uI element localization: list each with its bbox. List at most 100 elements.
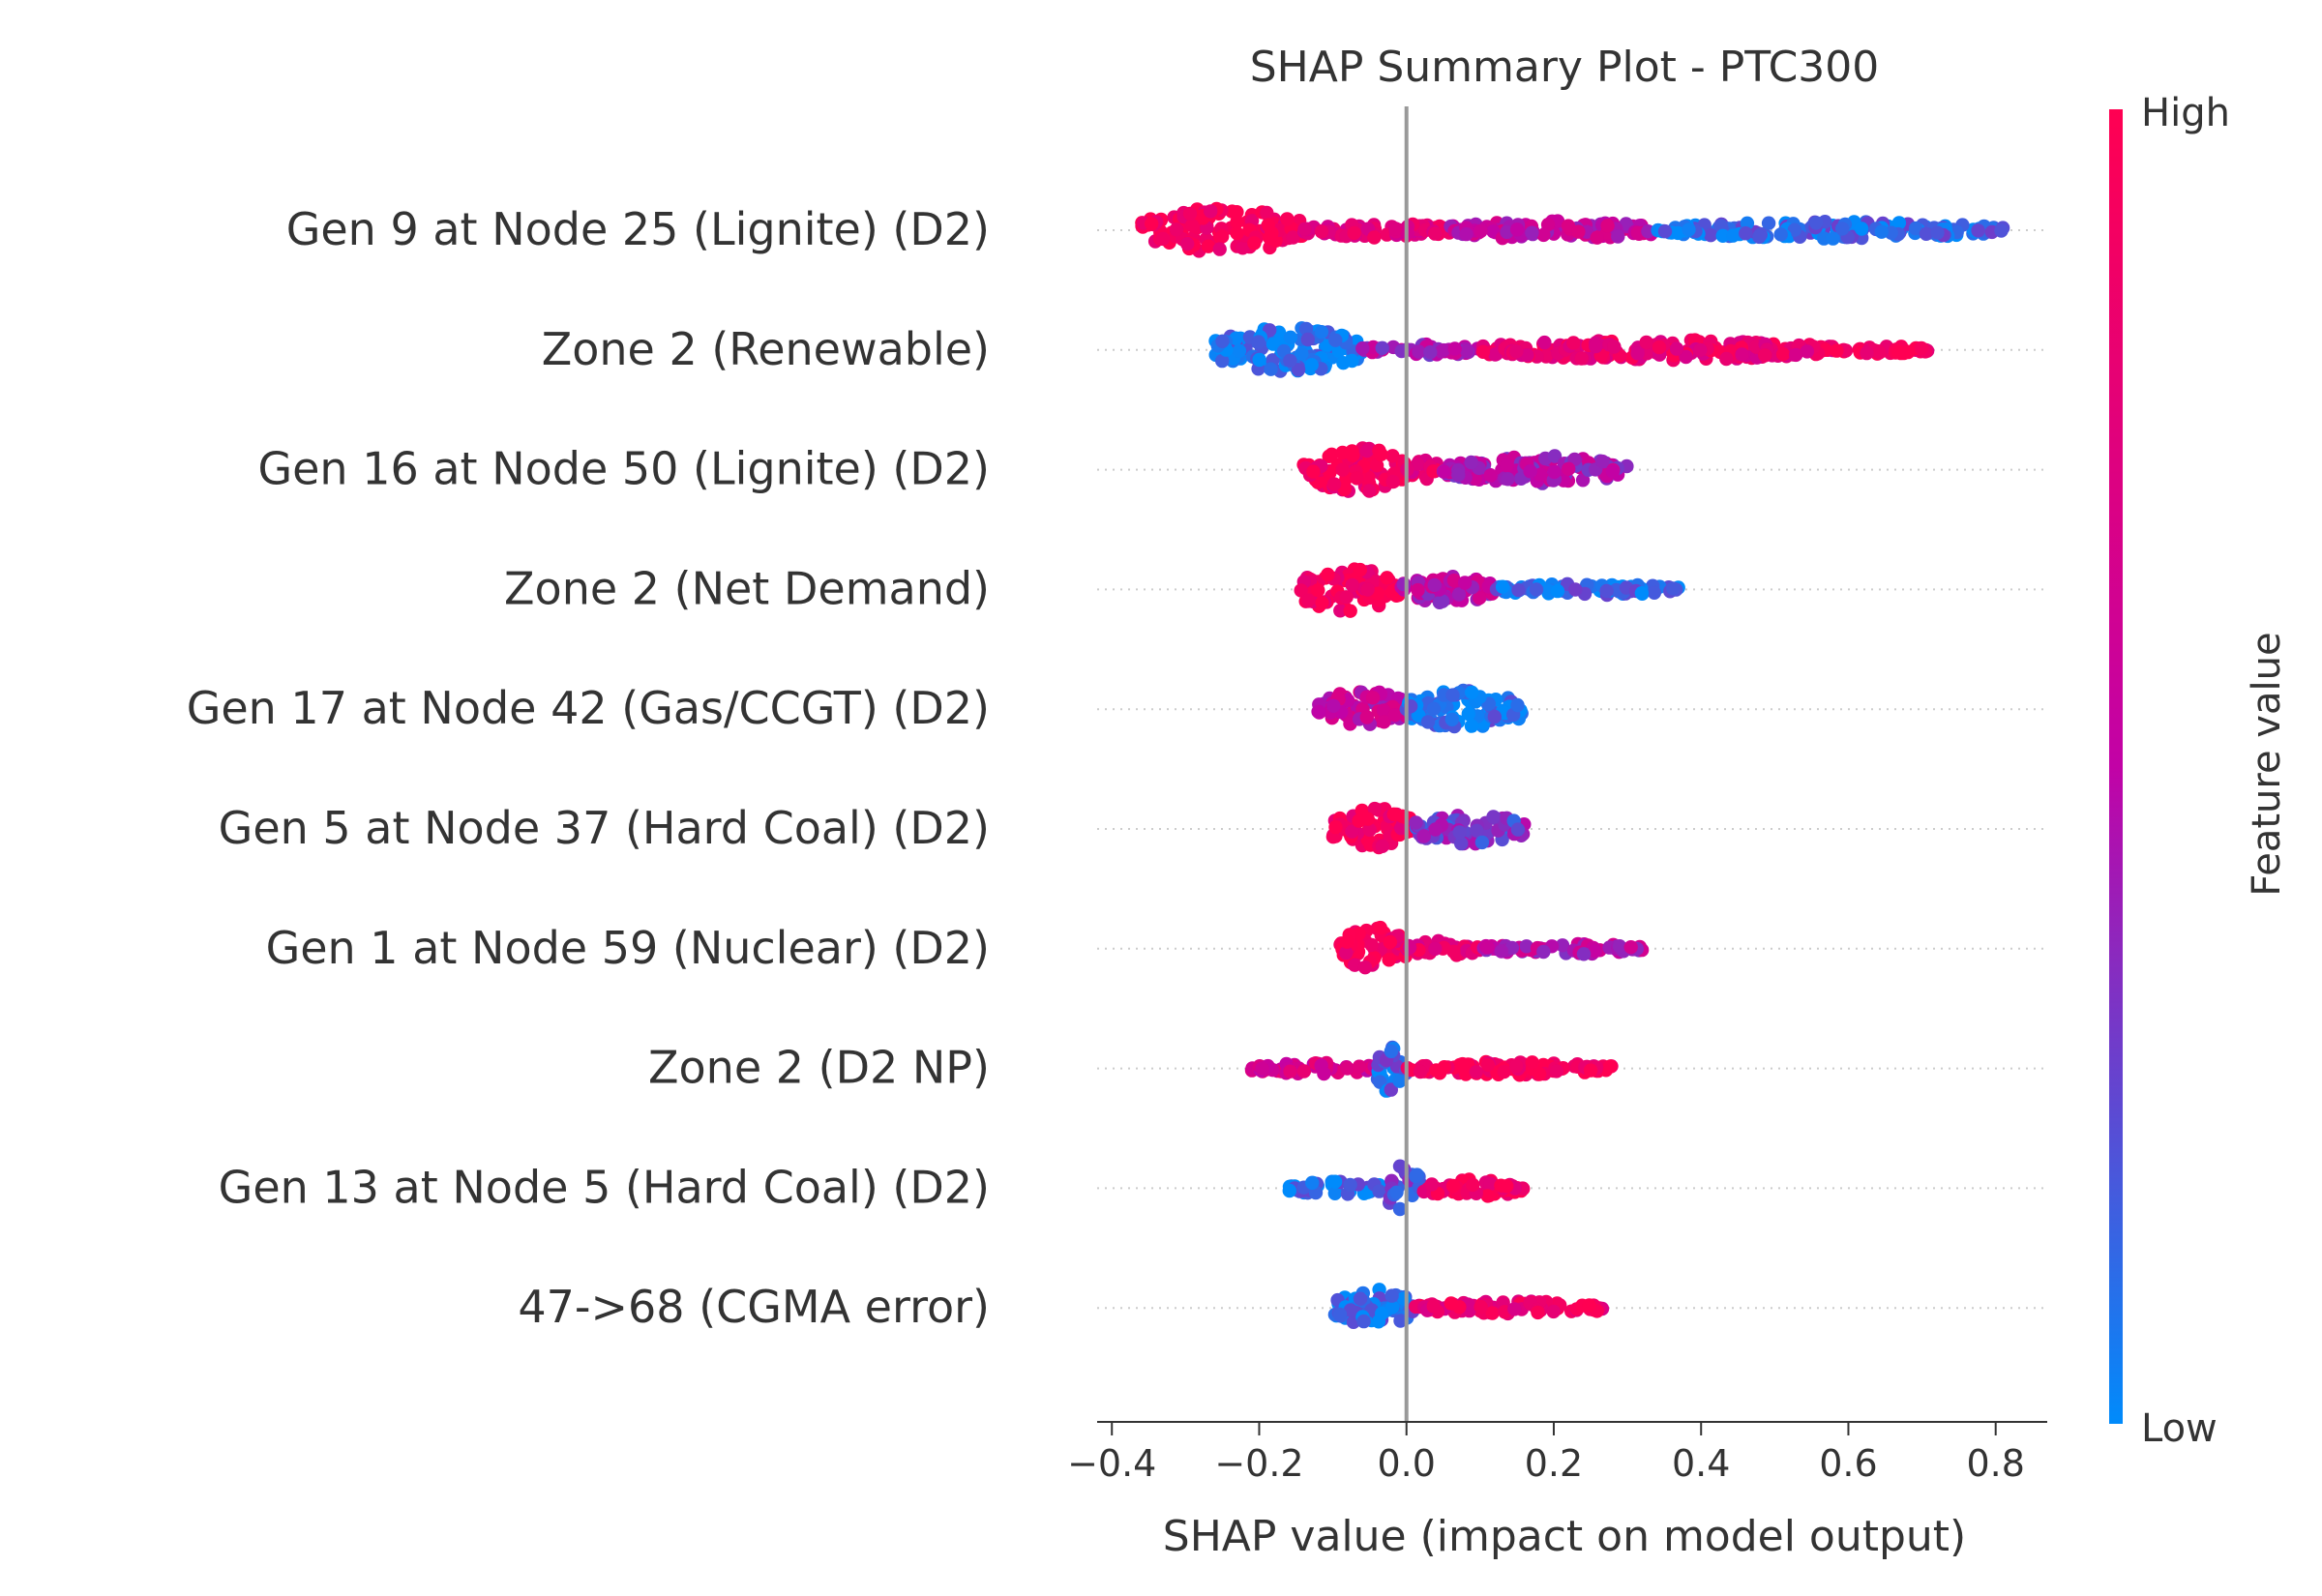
shap-point <box>1460 343 1474 359</box>
shap-point <box>1679 349 1693 365</box>
shap-point <box>1300 332 1316 347</box>
feature-labels: Gen 9 at Node 25 (Lignite) (D2) Zone 2 (R… <box>187 203 990 1333</box>
shap-point <box>1409 815 1423 830</box>
feature-label: Gen 17 at Node 42 (Gas/CCGT) (D2) <box>187 682 990 734</box>
shap-point <box>1263 230 1277 246</box>
shap-point <box>1337 482 1352 497</box>
shap-point <box>1459 226 1474 242</box>
row-gridlines <box>1097 229 2047 1310</box>
shap-point <box>1457 576 1473 590</box>
shap-point <box>1315 596 1329 610</box>
feature-row-dots <box>1327 1283 1610 1330</box>
shap-point <box>1356 1314 1371 1329</box>
shap-point <box>1582 1298 1596 1313</box>
shap-point <box>1546 1304 1561 1319</box>
shap-point <box>1204 204 1218 219</box>
shap-point <box>1212 242 1227 256</box>
shap-point <box>1445 688 1460 702</box>
shap-point <box>1428 822 1443 837</box>
shap-point <box>1335 462 1350 477</box>
shap-point <box>1872 345 1887 360</box>
shap-point <box>1180 236 1195 251</box>
feature-label: Gen 13 at Node 5 (Hard Coal) (D2) <box>219 1161 990 1213</box>
shap-point <box>1429 1063 1444 1078</box>
shap-point <box>1500 458 1514 473</box>
shap-point <box>1393 1314 1408 1328</box>
shap-point <box>1480 1057 1496 1073</box>
shap-point <box>1583 1063 1598 1078</box>
shap-point <box>1328 333 1343 347</box>
shap-point <box>1327 1174 1343 1189</box>
shap-point <box>1145 217 1159 231</box>
shap-point <box>1500 1179 1514 1194</box>
shap-point <box>1474 223 1488 239</box>
x-tick-label: 0.8 <box>1966 1442 2024 1485</box>
shap-point <box>1251 335 1266 349</box>
shap-point <box>1994 223 2009 238</box>
feature-row-dots <box>1135 201 2010 258</box>
shap-point <box>1483 1176 1498 1192</box>
shap-point <box>1255 1061 1269 1076</box>
shap-point <box>1510 697 1525 713</box>
shap-point <box>1589 339 1603 354</box>
shap-point <box>1353 562 1368 577</box>
shap-point <box>1536 944 1551 960</box>
shap-point <box>1562 461 1576 476</box>
shap-point <box>1345 353 1359 369</box>
shap-point <box>1466 1177 1480 1193</box>
shap-point <box>1340 934 1354 949</box>
shap-point <box>1184 218 1200 233</box>
shap-point <box>1352 813 1366 828</box>
shap-point <box>1773 227 1788 242</box>
shap-point <box>1375 839 1390 853</box>
shap-point <box>1860 345 1874 361</box>
shap-point <box>1451 467 1466 483</box>
shap-point <box>1446 573 1462 588</box>
shap-point <box>1389 1185 1404 1200</box>
shap-point <box>1447 341 1462 356</box>
feature-label: Gen 5 at Node 37 (Hard Coal) (D2) <box>219 802 990 854</box>
shap-point <box>1301 593 1316 607</box>
shap-point <box>1547 464 1562 480</box>
shap-point <box>1282 1183 1297 1198</box>
shap-point <box>1531 1305 1545 1320</box>
shap-point <box>1693 342 1708 358</box>
shap-point <box>1830 343 1844 358</box>
shap-point <box>1444 1296 1459 1311</box>
shap-point <box>1286 230 1300 245</box>
shap-point <box>1326 477 1342 491</box>
shap-point <box>1396 1291 1412 1306</box>
shap-point <box>1424 1177 1440 1192</box>
shap-point <box>1411 457 1425 471</box>
shap-point <box>1260 205 1274 221</box>
shap-point <box>1348 958 1362 972</box>
shap-point <box>1388 222 1403 236</box>
shap-point <box>1826 231 1840 246</box>
x-tick-label: 0.4 <box>1672 1442 1730 1485</box>
shap-point <box>1436 343 1451 358</box>
shap-point <box>1373 920 1387 935</box>
shap-point <box>1855 222 1869 236</box>
shap-point <box>1464 455 1478 470</box>
shap-point <box>1413 1064 1428 1079</box>
feature-row-dots <box>1311 683 1529 734</box>
shap-point <box>1657 224 1673 239</box>
shap-point <box>1409 1168 1423 1184</box>
shap-point <box>1715 228 1730 243</box>
shap-point <box>1215 229 1230 244</box>
shap-point <box>1630 225 1645 240</box>
dot-layer <box>1135 201 2010 1330</box>
shap-point <box>1623 940 1638 955</box>
shap-point <box>1353 1291 1368 1306</box>
shap-point <box>1444 712 1460 726</box>
shap-point <box>1504 940 1520 956</box>
shap-point <box>1529 582 1544 597</box>
shap-point <box>1380 571 1394 585</box>
shap-point <box>1182 206 1198 222</box>
shap-point <box>1314 325 1329 340</box>
shap-point <box>1362 484 1377 498</box>
shap-point <box>1809 216 1824 230</box>
shap-point <box>1385 1300 1400 1315</box>
shap-point <box>1322 449 1336 463</box>
